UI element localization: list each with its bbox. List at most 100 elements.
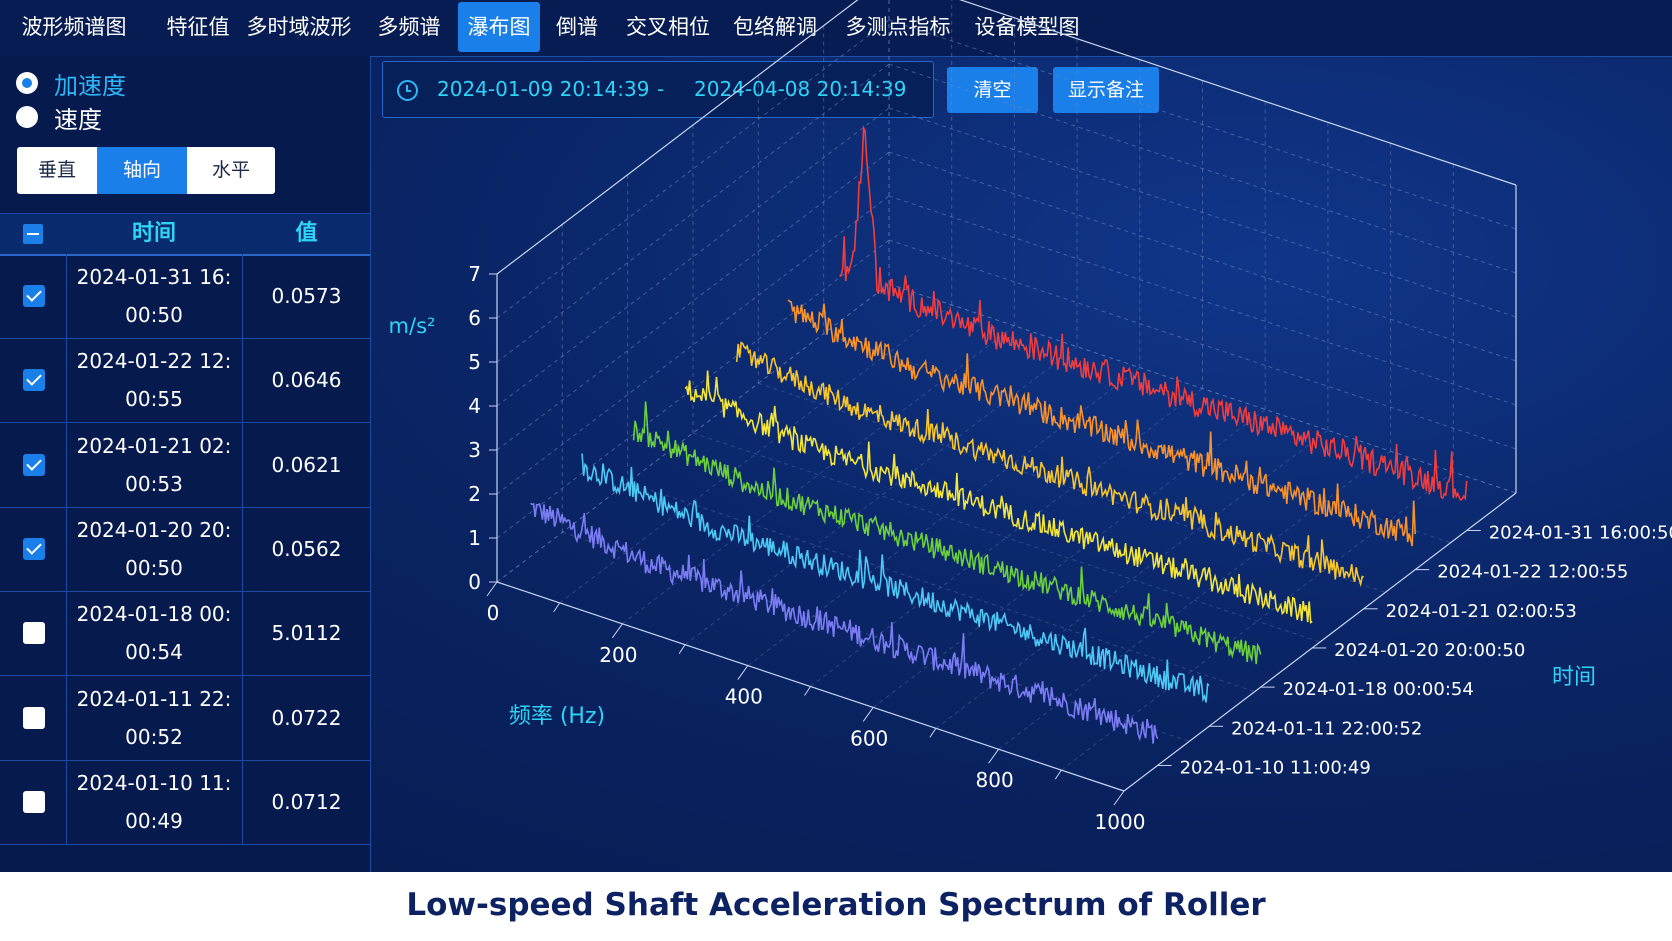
row-time-clock: 00:50: [125, 555, 183, 580]
show-notes-button[interactable]: 显示备注: [1053, 67, 1159, 113]
series-line-4: [684, 370, 1313, 624]
table-header: 时间 值: [0, 213, 370, 256]
column-divider: [242, 759, 243, 844]
column-divider: [66, 591, 67, 676]
tab-7[interactable]: 交叉相位: [626, 15, 710, 39]
row-checkbox[interactable]: [23, 537, 45, 560]
row-value: 0.0712: [271, 789, 342, 814]
x-tick-label: 400: [725, 685, 763, 709]
radio-acceleration-label: 加速度: [54, 71, 126, 100]
time-axis-label: 时间: [1552, 665, 1596, 690]
x-tick-label: 1000: [1095, 810, 1146, 834]
column-divider: [66, 338, 67, 423]
floor-grid-line: [692, 432, 1321, 643]
row-checkbox[interactable]: [23, 285, 45, 307]
side-grid-line: [496, 19, 890, 319]
row-checkbox[interactable]: [23, 790, 45, 813]
direction-horizontal-button[interactable]: 水平: [211, 159, 250, 181]
table-row[interactable]: 2024-01-18 00: 00:54 5.0112: [0, 591, 370, 677]
series-line-1: [530, 502, 1159, 744]
row-time: 2024-01-21 02: 00:53: [66, 427, 242, 503]
axis-edge: [496, 0, 859, 275]
column-divider: [66, 675, 67, 760]
row-time-date: 2024-01-11 22:: [76, 686, 232, 711]
floor-grid-line: [823, 333, 1451, 544]
side-grid-line: [496, 195, 890, 495]
row-time: 2024-01-22 12: 00:55: [66, 342, 242, 418]
row-time-clock: 00:52: [125, 724, 183, 749]
z-axis-label: m/s²: [389, 314, 436, 338]
tab-6[interactable]: 倒谱: [556, 15, 598, 39]
column-divider: [242, 675, 243, 760]
row-time-date: 2024-01-21 02:: [76, 433, 232, 458]
row-checkbox[interactable]: [23, 369, 45, 392]
clock-icon: [397, 80, 418, 101]
direction-vertical-button[interactable]: 垂直: [37, 159, 76, 181]
x-tick-mark: [862, 707, 874, 722]
z-tick-label: 3: [468, 438, 481, 462]
tab-9[interactable]: 多测点指标: [845, 15, 951, 39]
table-row[interactable]: 2024-01-10 11: 00:49 0.0712: [0, 759, 370, 845]
row-time-clock: 00:50: [125, 303, 183, 327]
table-row[interactable]: 2024-01-31 16: 00:50 0.0573: [0, 254, 370, 339]
x-minor-tick: [678, 644, 686, 654]
z-tick-label: 1: [468, 526, 481, 550]
radio-velocity[interactable]: 速度: [16, 100, 102, 134]
row-checkbox[interactable]: [23, 453, 45, 476]
series-line-5: [735, 341, 1364, 588]
table-row[interactable]: 2024-01-22 12: 00:55 0.0646: [0, 338, 370, 424]
x-tick-mark: [611, 623, 623, 639]
column-divider: [242, 254, 243, 338]
tab-10[interactable]: 设备模型图: [974, 15, 1080, 39]
direction-toggle-group: 垂直 轴向 水平: [17, 147, 275, 194]
column-divider: [242, 506, 243, 591]
z-tick-label: 6: [468, 306, 481, 330]
tab-8[interactable]: 包络解调: [733, 15, 817, 39]
series-line-7: [839, 124, 1468, 502]
table-row[interactable]: 2024-01-11 22: 00:52 0.0722: [0, 675, 370, 761]
table-row[interactable]: 2024-01-20 20: 00:50 0.0562: [0, 506, 370, 592]
z-tick-label: 2: [468, 482, 481, 506]
row-value: 0.0573: [271, 284, 342, 308]
column-divider: [242, 422, 243, 507]
tab-1[interactable]: 波形频谱图: [21, 15, 127, 39]
row-time-date: 2024-01-31 16:: [76, 265, 232, 289]
table-row[interactable]: 2024-01-21 02: 00:53 0.0621: [0, 422, 370, 508]
x-tick-label: 0: [487, 601, 500, 625]
floor-grid-line: [935, 429, 1329, 729]
floor-grid-line: [562, 531, 1190, 742]
time-tick-label: 2024-01-20 20:00:50: [1334, 640, 1525, 661]
row-checkbox[interactable]: [23, 622, 45, 645]
row-time: 2024-01-10 11: 00:49: [66, 764, 242, 840]
date-start-input[interactable]: 2024-01-09 20:14:39: [437, 77, 650, 101]
tab-4[interactable]: 多频谱: [377, 15, 441, 39]
tab-3[interactable]: 多时域波形: [246, 15, 352, 39]
time-tick-label: 2024-01-18 00:00:54: [1283, 679, 1474, 700]
column-divider: [66, 506, 67, 591]
radio-dot-icon[interactable]: [16, 72, 38, 94]
x-axis-label: 频率 (Hz): [509, 704, 605, 729]
row-time: 2024-01-18 00: 00:54: [66, 595, 242, 671]
floor-grid-line: [559, 304, 953, 604]
radio-dot-icon[interactable]: [16, 106, 38, 128]
figure-caption: Low-speed Shaft Acceleration Spectrum of…: [406, 887, 1266, 923]
z-tick-label: 0: [468, 570, 481, 594]
row-value: 0.0621: [271, 452, 342, 477]
radio-acceleration[interactable]: 加速度: [16, 66, 126, 100]
column-divider: [66, 422, 67, 507]
row-checkbox[interactable]: [23, 706, 45, 729]
series-line-2: [581, 453, 1210, 703]
z-tick-label: 5: [468, 350, 481, 374]
column-divider: [242, 591, 243, 676]
tab-5[interactable]: 瀑布图: [458, 2, 540, 52]
tab-2[interactable]: 特征值: [166, 15, 230, 39]
time-tick-label: 2024-01-21 02:00:53: [1386, 601, 1577, 622]
date-range-picker[interactable]: 2024-01-09 20:14:39 - 2024-04-08 20:14:3…: [382, 61, 934, 118]
x-tick-mark: [737, 665, 749, 680]
row-time-clock: 00:49: [125, 808, 183, 833]
select-all-checkbox[interactable]: [23, 224, 43, 244]
radio-velocity-label: 速度: [54, 105, 102, 134]
row-value: 0.0646: [271, 368, 342, 393]
direction-axial-button[interactable]: 轴向: [97, 147, 187, 194]
time-tick-label: 2024-01-31 16:00:50: [1489, 522, 1672, 543]
